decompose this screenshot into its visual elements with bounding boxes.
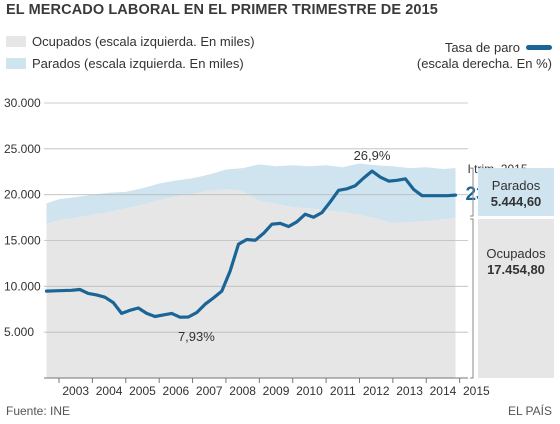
x-tick-label: 2014 [430,384,457,398]
legend-tasa-label: Tasa de paro [444,40,520,55]
x-tick-label: 2011 [330,384,356,398]
x-tick-label: 2009 [263,384,290,398]
x-tick-label: 2015 [463,384,490,398]
side-panel-ocupados-label: Ocupados [486,246,546,261]
x-tick-label: 2005 [129,384,156,398]
bracket-ocupados [470,218,474,379]
x-tick-label: 2012 [363,384,390,398]
legend-ocupados-swatch [6,36,26,47]
area-parados [46,163,456,224]
x-tick-label: 2004 [96,384,123,398]
side-panel-ocupados-box [478,218,554,378]
legend-parados: Parados (escala izquierda. En miles) [6,56,244,71]
line-tasa-paro [44,169,458,319]
legend-ocupados-label: Ocupados (escala izquierda. En miles) [32,34,255,49]
x-tick-label: 2013 [396,384,423,398]
legend-tasa-row1: Tasa de paro [417,40,552,56]
side-panel-parados-box [478,168,554,216]
y-tick-label: 25.000 [4,142,41,156]
x-tick-label: 2010 [296,384,323,398]
line-layer [44,169,458,319]
x-tick-label: 2008 [229,384,256,398]
axis-layer: 5.000 10.000 15.000 20.000 25.000 30.000 2003 2… [4,96,490,398]
x-tick-label: 2006 [163,384,190,398]
area-layer [46,163,456,378]
side-panel: Parados 5.444,60 Ocupados 17.454,80 [470,167,554,379]
legend-ocupados: Ocupados (escala izquierda. En miles) [6,34,255,49]
footer-brand: EL PAÍS [507,404,552,418]
legend-tasa-sublabel: (escala derecha. En %) [416,56,552,71]
legend-tasa: Tasa de paro (escala derecha. En %) [417,40,552,72]
annotation-low: 7,93% [178,329,215,344]
y-tick-label: 10.000 [4,279,41,293]
x-tick-label: 2007 [196,384,223,398]
y-tick-label: 30.000 [4,96,41,110]
legend-parados-label: Parados (escala izquierda. En miles) [32,56,244,71]
legend-tasa-swatch [526,45,552,50]
bracket-parados [470,167,474,217]
x-tick-label: 2003 [62,384,89,398]
y-tick-label: 20.000 [4,188,41,202]
grid-layer [44,102,468,333]
annotation-peak: 26,9% [354,148,391,163]
footer-source: Fuente: INE [6,404,71,418]
chart-title: EL MERCADO LABORAL EN EL PRIMER TRIMESTR… [6,2,438,18]
legend-parados-swatch [6,58,26,69]
side-panel-ocupados-value: 17.454,80 [487,262,545,277]
side-panel-parados-label: Parados [492,178,541,193]
y-tick-label: 15.000 [4,234,41,248]
y-tick-label: 5.000 [4,325,34,339]
side-panel-parados-value: 5.444,60 [491,194,542,209]
area-ocupados [46,189,456,378]
